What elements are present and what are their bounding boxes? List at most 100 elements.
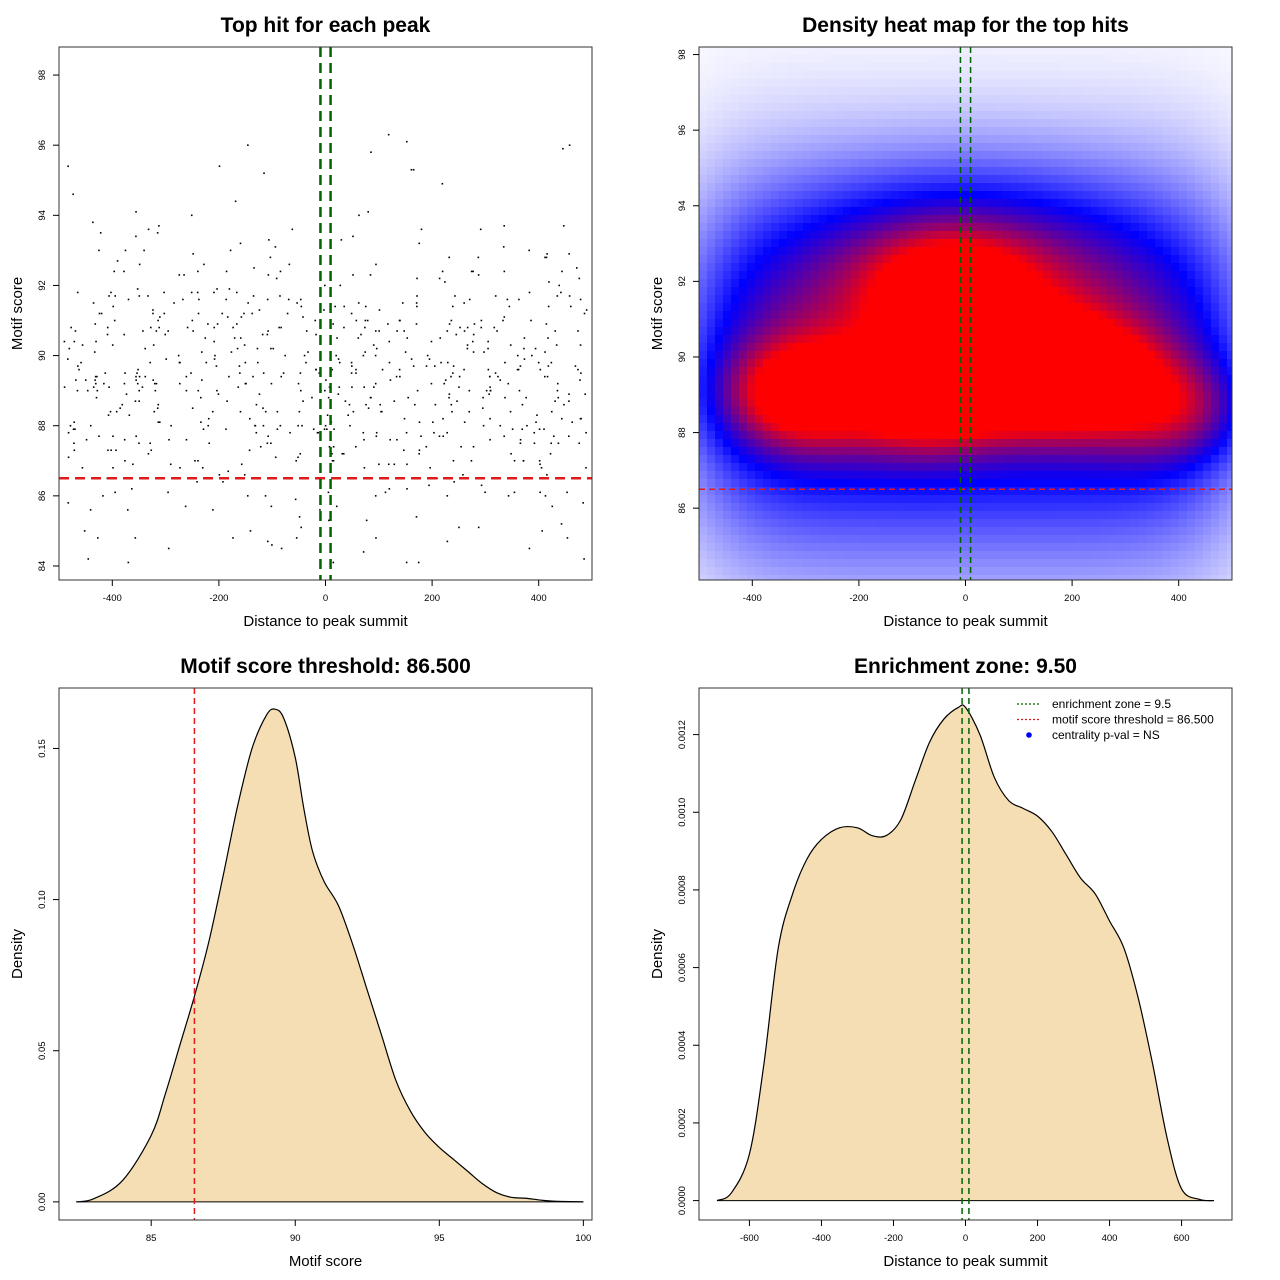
data-point [393, 400, 396, 402]
heatmap-cell [867, 71, 876, 80]
heatmap-cell [811, 175, 820, 184]
heatmap-cell [1195, 175, 1204, 184]
heatmap-cell [699, 455, 708, 464]
heatmap-cell [1051, 119, 1060, 128]
heatmap-cell [979, 383, 988, 392]
heatmap-cell [947, 159, 956, 168]
heatmap-cell [1107, 463, 1116, 472]
data-point [110, 291, 112, 294]
heatmap-cell [923, 511, 932, 520]
heatmap-cell [1051, 407, 1060, 416]
heatmap-cell [859, 335, 868, 344]
data-point [138, 389, 140, 392]
heatmap-cell [715, 495, 724, 504]
heatmap-cell [843, 383, 852, 392]
heatmap-cell [835, 303, 844, 312]
heatmap-cell [987, 95, 996, 104]
heatmap-cell [1051, 183, 1060, 192]
heatmap-cell [827, 343, 836, 352]
heatmap-cell [1019, 199, 1028, 208]
heatmap-cell [1043, 511, 1052, 520]
heatmap-cell [723, 311, 732, 320]
heatmap-cell [1171, 327, 1180, 336]
heatmap-cell [1051, 103, 1060, 112]
heatmap-cell [1195, 343, 1204, 352]
heatmap-cell [995, 471, 1004, 480]
data-point [443, 382, 446, 385]
heatmap-cell [899, 351, 908, 360]
heatmap-cell [875, 247, 884, 256]
heatmap-cell [963, 407, 972, 416]
heatmap-cell [795, 519, 804, 528]
heatmap-cell [1035, 247, 1044, 256]
data-point [264, 495, 267, 497]
heatmap-cell [1027, 391, 1036, 400]
heatmap-cell [963, 479, 972, 488]
heatmap-cell [955, 575, 964, 580]
data-point [341, 452, 344, 455]
heatmap-cell [939, 471, 948, 480]
heatmap-cell [1059, 223, 1068, 232]
heatmap-cell [795, 487, 804, 496]
heatmap-cell [995, 255, 1004, 264]
heatmap-cell [1163, 431, 1172, 440]
heatmap-cell [1083, 279, 1092, 288]
heatmap-cell [963, 567, 972, 576]
heatmap-cell [739, 343, 748, 352]
heatmap-cell [1035, 215, 1044, 224]
heatmap-cell [731, 551, 740, 560]
heatmap-cell [1147, 119, 1156, 128]
heatmap-cell [731, 407, 740, 416]
data-point [149, 326, 152, 329]
heatmap-cell [899, 175, 908, 184]
heatmap-cell [1139, 175, 1148, 184]
heatmap-cell [803, 519, 812, 528]
heatmap-cell [723, 375, 732, 384]
heatmap-cell [987, 303, 996, 312]
heatmap-cell [1011, 439, 1020, 448]
heatmap-cell [987, 247, 996, 256]
heatmap-cell [803, 103, 812, 112]
heatmap-cell [1059, 303, 1068, 312]
heatmap-cell [1123, 295, 1132, 304]
data-point [295, 537, 298, 539]
heatmap-cell [979, 199, 988, 208]
heatmap-cell [1083, 271, 1092, 280]
heatmap-cell [1051, 575, 1060, 580]
heatmap-cell [891, 215, 900, 224]
heatmap-cell [931, 311, 940, 320]
heatmap-cell [1043, 111, 1052, 120]
heatmap-cell [1139, 271, 1148, 280]
data-point [441, 270, 444, 273]
heatmap-cell [907, 183, 916, 192]
heatmap-cell [931, 79, 940, 88]
heatmap-cell [1067, 351, 1076, 360]
heatmap-cell [851, 47, 860, 56]
heatmap-cell [1139, 511, 1148, 520]
heatmap-cell [1179, 287, 1188, 296]
heatmap-cell [899, 247, 908, 256]
data-point [158, 225, 160, 227]
heatmap-cell [1155, 479, 1164, 488]
heatmap-cell [995, 567, 1004, 576]
heatmap-cell [979, 503, 988, 512]
heatmap-cell [851, 183, 860, 192]
data-point [463, 421, 466, 424]
heatmap-cell [995, 311, 1004, 320]
heatmap-cell [1067, 239, 1076, 248]
heatmap-cell [747, 167, 756, 176]
heatmap-cell [715, 111, 724, 120]
heatmap-cell [1171, 55, 1180, 64]
data-point [487, 347, 489, 350]
heatmap-cell [947, 535, 956, 544]
heatmap-cell [1091, 159, 1100, 168]
data-point [538, 428, 541, 431]
heatmap-cell [1035, 319, 1044, 328]
heatmap-cell [915, 487, 924, 496]
heatmap-cell [851, 79, 860, 88]
heatmap-cell [1131, 367, 1140, 376]
heatmap-cell [947, 231, 956, 240]
heatmap-cell [1099, 55, 1108, 64]
heatmap-cell [1123, 551, 1132, 560]
heatmap-cell [1051, 463, 1060, 472]
